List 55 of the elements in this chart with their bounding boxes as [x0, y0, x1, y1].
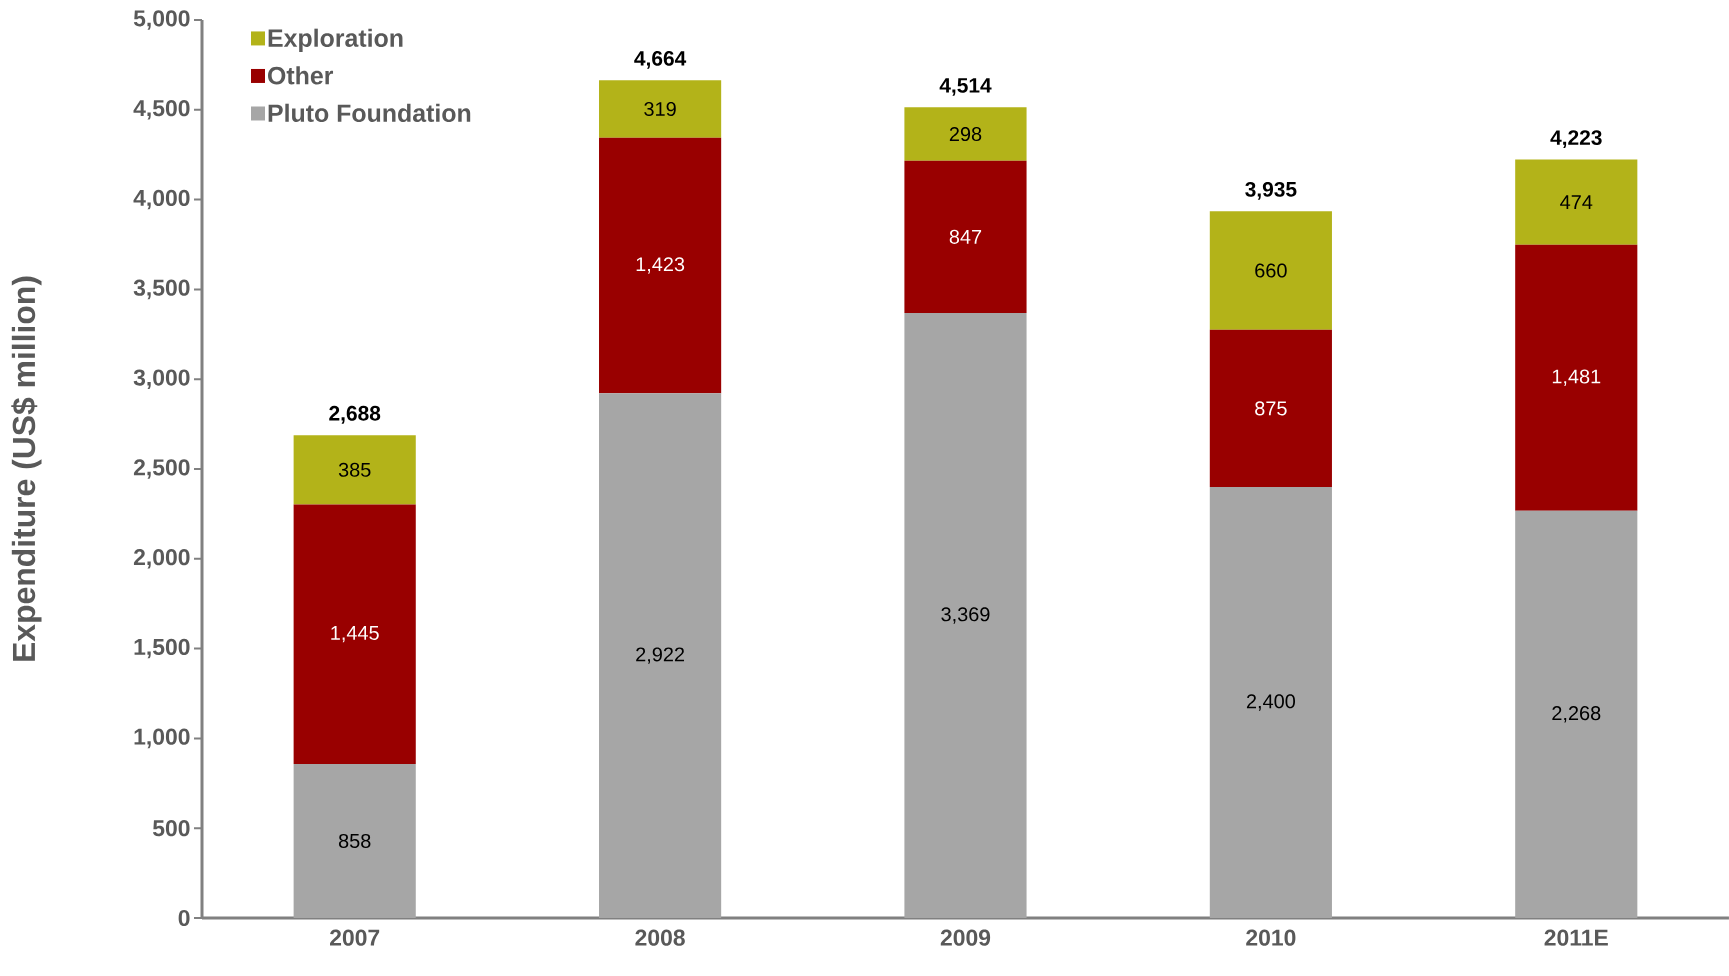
bar: [1515, 159, 1638, 245]
total-label: 2,688: [329, 405, 381, 424]
legend-label: Exploration: [268, 28, 403, 52]
bar: [1209, 486, 1332, 918]
data-label: 1,423: [636, 257, 685, 274]
y-tick-label: 3,500: [133, 279, 190, 300]
bar: [1209, 211, 1332, 330]
bar: [904, 160, 1027, 313]
data-label: 298: [949, 126, 982, 142]
y-tick-label: 4,500: [133, 100, 190, 120]
y-tick-label: 0: [178, 909, 190, 927]
bar: [293, 763, 416, 918]
x-tick-label: 2007: [330, 929, 380, 946]
y-tick-label: 500: [152, 820, 190, 837]
data-label: 847: [949, 229, 982, 244]
data-label: 2,400: [1246, 694, 1296, 711]
bar: [599, 393, 722, 918]
data-label: 875: [1255, 401, 1287, 416]
x-tick-label: 2011E: [1544, 929, 1608, 946]
data-label: 1,481: [1552, 369, 1601, 386]
total-label: 3,935: [1245, 181, 1297, 200]
y-tick-label: 4,000: [133, 189, 190, 210]
y-tick-label: 5,000: [133, 10, 190, 30]
legend-label: Pluto Foundation: [268, 103, 471, 123]
x-tick-label: 2009: [940, 929, 991, 946]
y-tick-label: 2,500: [133, 459, 190, 479]
total-label: 4,223: [1550, 130, 1602, 149]
y-tick-label: 3,000: [133, 369, 190, 389]
y-tick-label: 2,000: [133, 549, 190, 569]
bar: [1515, 244, 1638, 511]
x-tick-label: 2010: [1246, 929, 1296, 946]
y-tick-label: 1,000: [134, 728, 190, 749]
data-label: 319: [644, 101, 676, 117]
bar: [599, 137, 722, 394]
legend-label: Other: [268, 66, 334, 85]
total-label: 4,514: [939, 78, 992, 96]
bar: [1515, 510, 1638, 918]
data-label: 385: [338, 462, 371, 477]
bar: [1209, 329, 1332, 487]
data-label: 2,268: [1552, 706, 1601, 723]
data-label: 858: [338, 833, 371, 848]
bar: [904, 312, 1027, 918]
data-label: 3,369: [941, 607, 990, 624]
total-label: 4,664: [634, 50, 687, 69]
bar: [293, 504, 416, 764]
y-axis-title: Expenditure (US$ million): [11, 276, 42, 661]
x-tick-label: 2008: [635, 929, 685, 946]
bar: [293, 435, 416, 505]
data-label: 660: [1255, 263, 1287, 278]
data-label: 474: [1560, 195, 1593, 209]
bar: [599, 80, 722, 138]
bar: [904, 107, 1027, 161]
data-label: 1,445: [331, 626, 379, 643]
data-label: 2,922: [636, 647, 685, 664]
y-tick-label: 1,500: [134, 638, 190, 659]
